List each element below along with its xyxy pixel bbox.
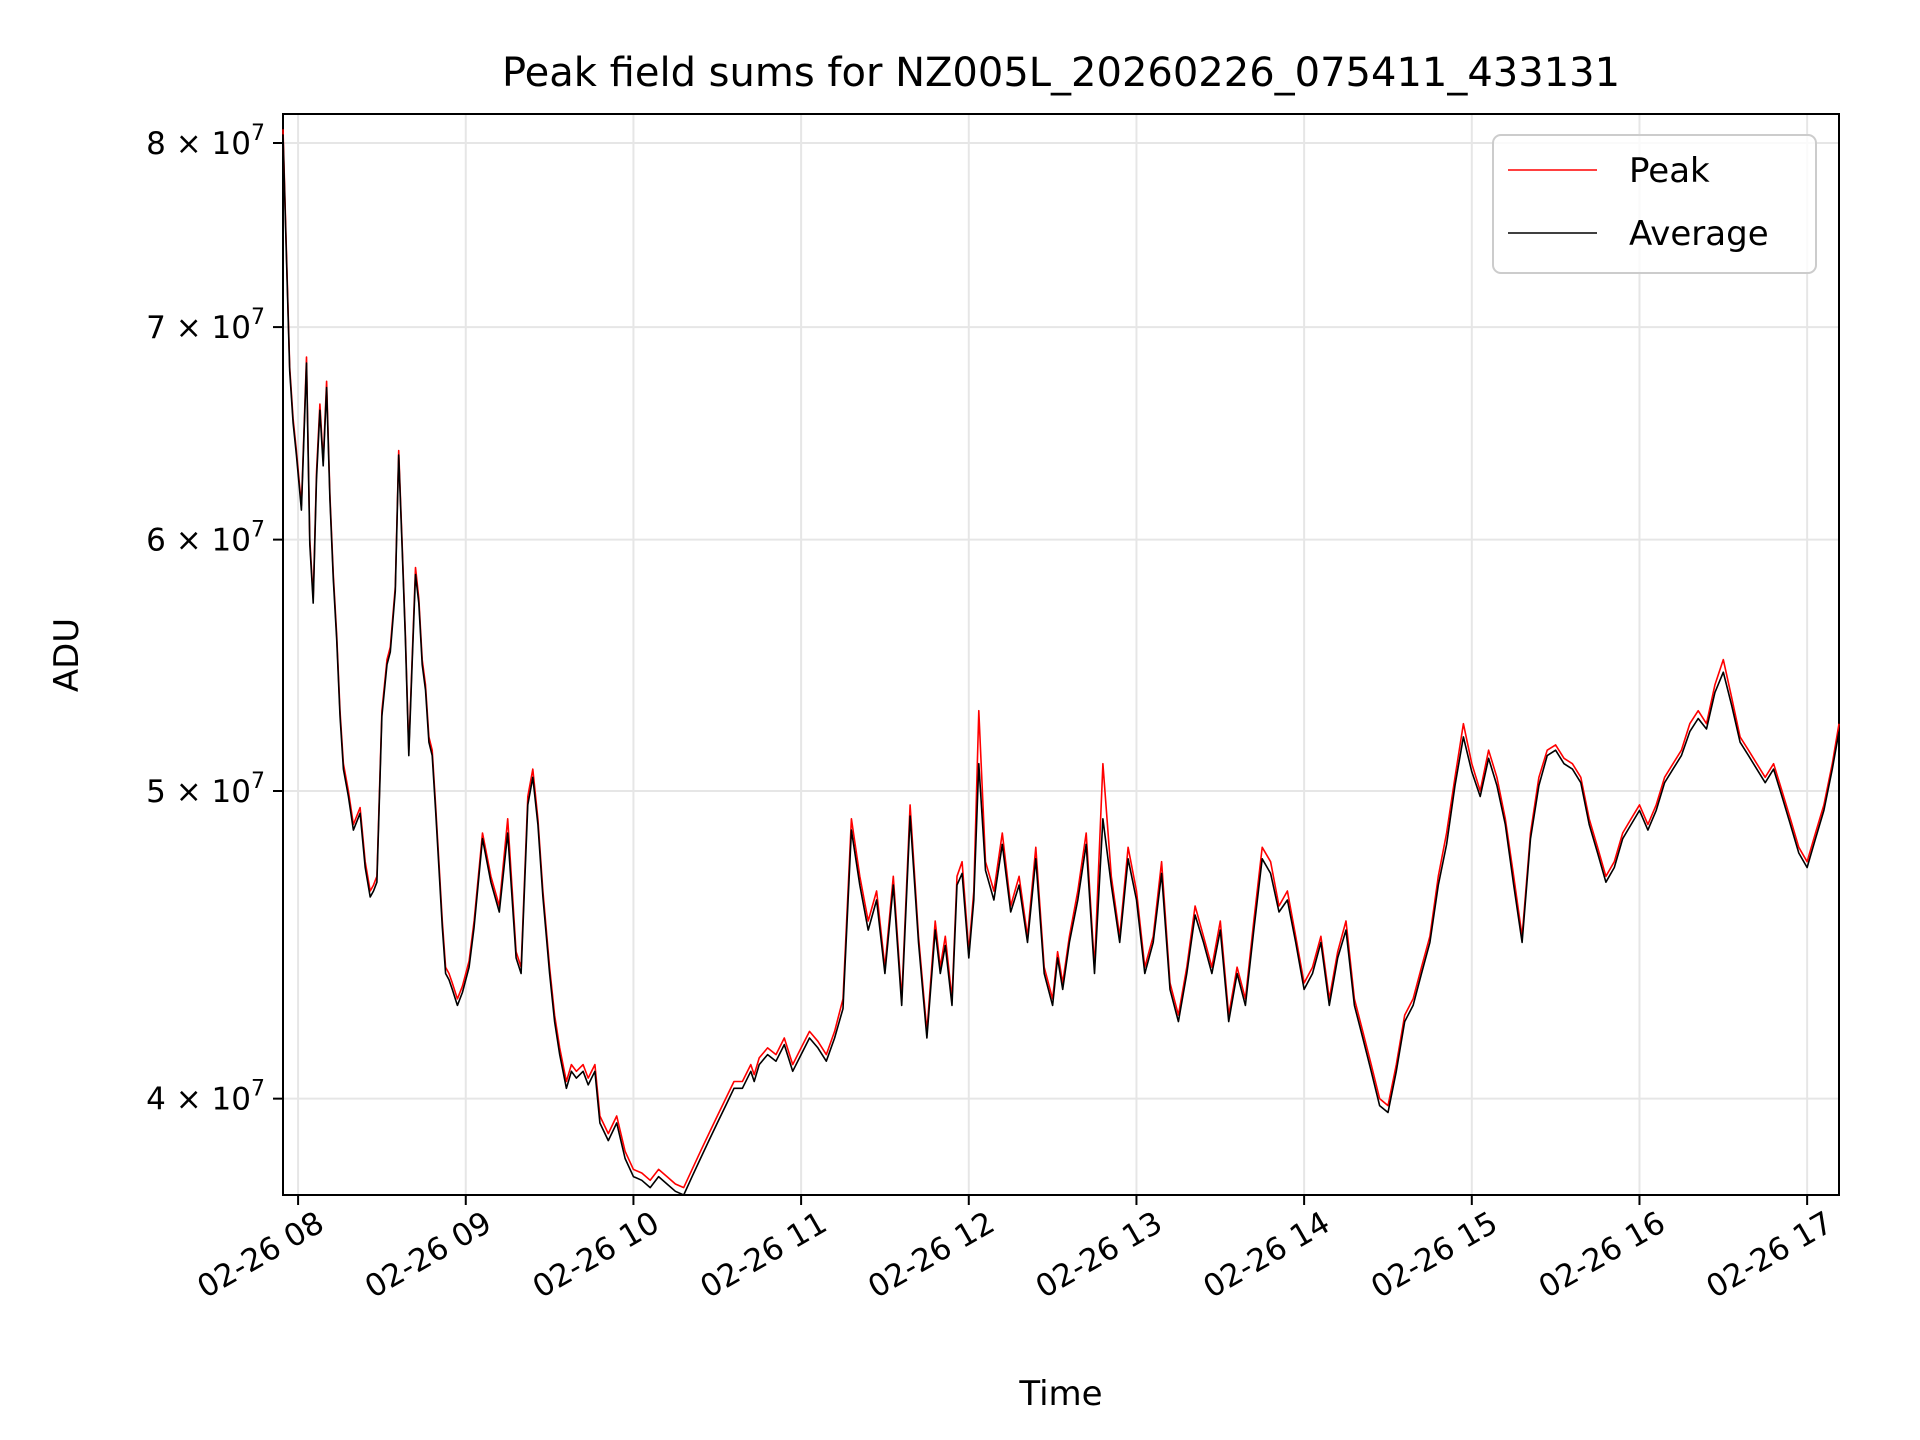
- series-layer: [282, 129, 1840, 1196]
- legend: Peak Average: [1492, 134, 1817, 274]
- y-tick-label: 4 × 107: [146, 1077, 265, 1118]
- chart-title: Peak field sums for NZ005L_20260226_0754…: [502, 50, 1620, 96]
- plot-area: [282, 113, 1840, 1196]
- grid: [283, 114, 1839, 1195]
- y-tick-label: 7 × 107: [146, 305, 265, 346]
- y-tick-label: 8 × 107: [146, 121, 265, 162]
- y-tick-label: 6 × 107: [146, 518, 265, 559]
- y-axis-label: ADU: [47, 618, 87, 692]
- series-line-average: [282, 134, 1840, 1196]
- y-tick-label: 5 × 107: [146, 769, 265, 810]
- x-axis-label: Time: [1018, 1374, 1102, 1414]
- legend-label-peak: Peak: [1629, 151, 1710, 191]
- legend-label-average: Average: [1629, 214, 1769, 254]
- y-axis-ticks: 4 × 107 5 × 107 6 × 107 7 × 107 8 × 107: [146, 121, 283, 1118]
